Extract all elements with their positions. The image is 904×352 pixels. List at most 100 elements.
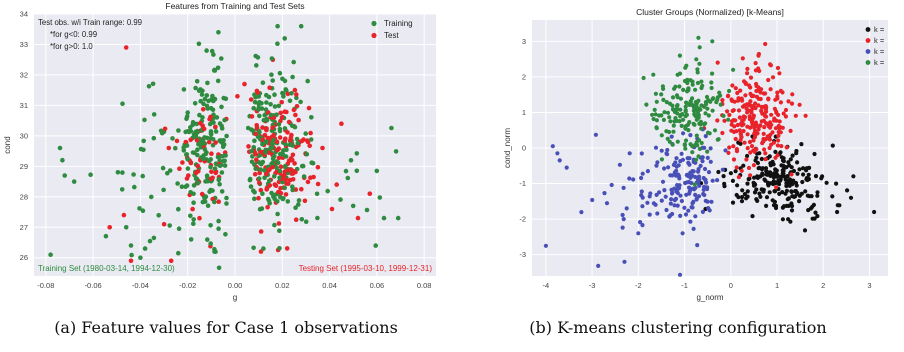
- data-point: [320, 145, 325, 151]
- data-point: [752, 135, 757, 140]
- data-point: [706, 170, 712, 175]
- data-point: [766, 124, 771, 129]
- data-point: [132, 184, 137, 190]
- data-point: [758, 194, 763, 199]
- data-point: [176, 250, 181, 256]
- data-point: [219, 56, 224, 61]
- data-point: [779, 155, 784, 160]
- data-point: [550, 144, 555, 149]
- data-point: [697, 61, 702, 66]
- data-point: [253, 63, 259, 68]
- data-point: [205, 175, 210, 180]
- data-point: [762, 125, 767, 130]
- data-point: [667, 101, 673, 106]
- x-tick-label: -4: [543, 281, 550, 290]
- data-point: [733, 118, 738, 123]
- data-point: [770, 173, 775, 178]
- data-point: [736, 195, 741, 200]
- chart-title: Cluster Groups (Normalized) [k-Means]: [636, 7, 784, 17]
- chart-panel-a: -0.08 -0.06 -0.04 -0.02 0.00 0.02 0.04 0.06 0.08…: [3, 1, 436, 302]
- data-point: [543, 243, 548, 248]
- data-point: [195, 163, 200, 169]
- data-point: [200, 138, 206, 143]
- data-point: [201, 101, 206, 107]
- data-point: [129, 252, 134, 258]
- data-point: [202, 147, 208, 152]
- data-point: [620, 225, 625, 230]
- data-point: [205, 80, 210, 86]
- data-point: [793, 180, 799, 186]
- data-point: [760, 172, 765, 177]
- data-point: [279, 115, 285, 120]
- x-tick-label: 0.00: [228, 281, 243, 290]
- x-tick-label: -3: [589, 281, 596, 290]
- data-point: [275, 199, 280, 204]
- data-point: [765, 136, 771, 141]
- data-point: [692, 122, 697, 127]
- data-point: [395, 215, 401, 221]
- data-point: [733, 136, 738, 142]
- data-point: [774, 185, 779, 190]
- data-point: [670, 95, 676, 100]
- data-point: [754, 81, 759, 87]
- data-point: [221, 95, 226, 101]
- y-axis-label: cond: [3, 136, 12, 153]
- data-point: [681, 87, 686, 92]
- data-points: [48, 23, 401, 271]
- data-point: [684, 112, 689, 117]
- data-point: [307, 143, 313, 149]
- x-tick-label: 3: [867, 281, 871, 290]
- data-point: [694, 133, 699, 138]
- data-point: [270, 164, 275, 170]
- data-point: [769, 112, 774, 117]
- data-point: [210, 93, 215, 99]
- data-point: [761, 138, 766, 143]
- data-point: [687, 185, 692, 190]
- data-point: [715, 137, 720, 142]
- data-point: [797, 102, 802, 107]
- data-point: [255, 90, 261, 96]
- data-point: [151, 135, 157, 141]
- data-point: [720, 167, 725, 172]
- data-point: [659, 133, 664, 138]
- data-point: [764, 195, 770, 200]
- data-point: [772, 118, 777, 123]
- data-point: [364, 207, 370, 213]
- data-point: [686, 208, 691, 213]
- y-tick-label: -1: [519, 179, 526, 188]
- data-point: [255, 55, 261, 60]
- data-point: [704, 180, 709, 185]
- data-point: [707, 131, 712, 136]
- data-point: [142, 246, 148, 251]
- y-tick-label: 32: [20, 70, 28, 79]
- data-point: [617, 162, 622, 167]
- data-point: [138, 255, 143, 260]
- data-point: [205, 237, 210, 242]
- data-point: [806, 172, 811, 177]
- data-point: [334, 182, 340, 187]
- data-point: [329, 206, 335, 212]
- data-point: [293, 217, 299, 222]
- data-point: [277, 70, 283, 76]
- data-point: [294, 136, 300, 142]
- data-point: [681, 131, 686, 136]
- data-point: [224, 201, 229, 206]
- data-point: [693, 214, 698, 219]
- data-point: [768, 87, 773, 92]
- data-point: [275, 160, 281, 165]
- data-point: [262, 112, 268, 118]
- data-point: [775, 94, 780, 99]
- x-tick-label: -0.08: [37, 281, 54, 290]
- data-point: [188, 160, 194, 166]
- data-point: [848, 195, 854, 200]
- data-point: [205, 178, 210, 184]
- data-point: [797, 167, 802, 172]
- data-point: [763, 91, 768, 96]
- data-point: [705, 106, 710, 111]
- data-point: [811, 202, 816, 207]
- data-point: [764, 203, 769, 208]
- data-point: [741, 163, 746, 168]
- data-point: [687, 191, 692, 196]
- legend-label: k =: [874, 25, 885, 34]
- data-point: [214, 115, 220, 120]
